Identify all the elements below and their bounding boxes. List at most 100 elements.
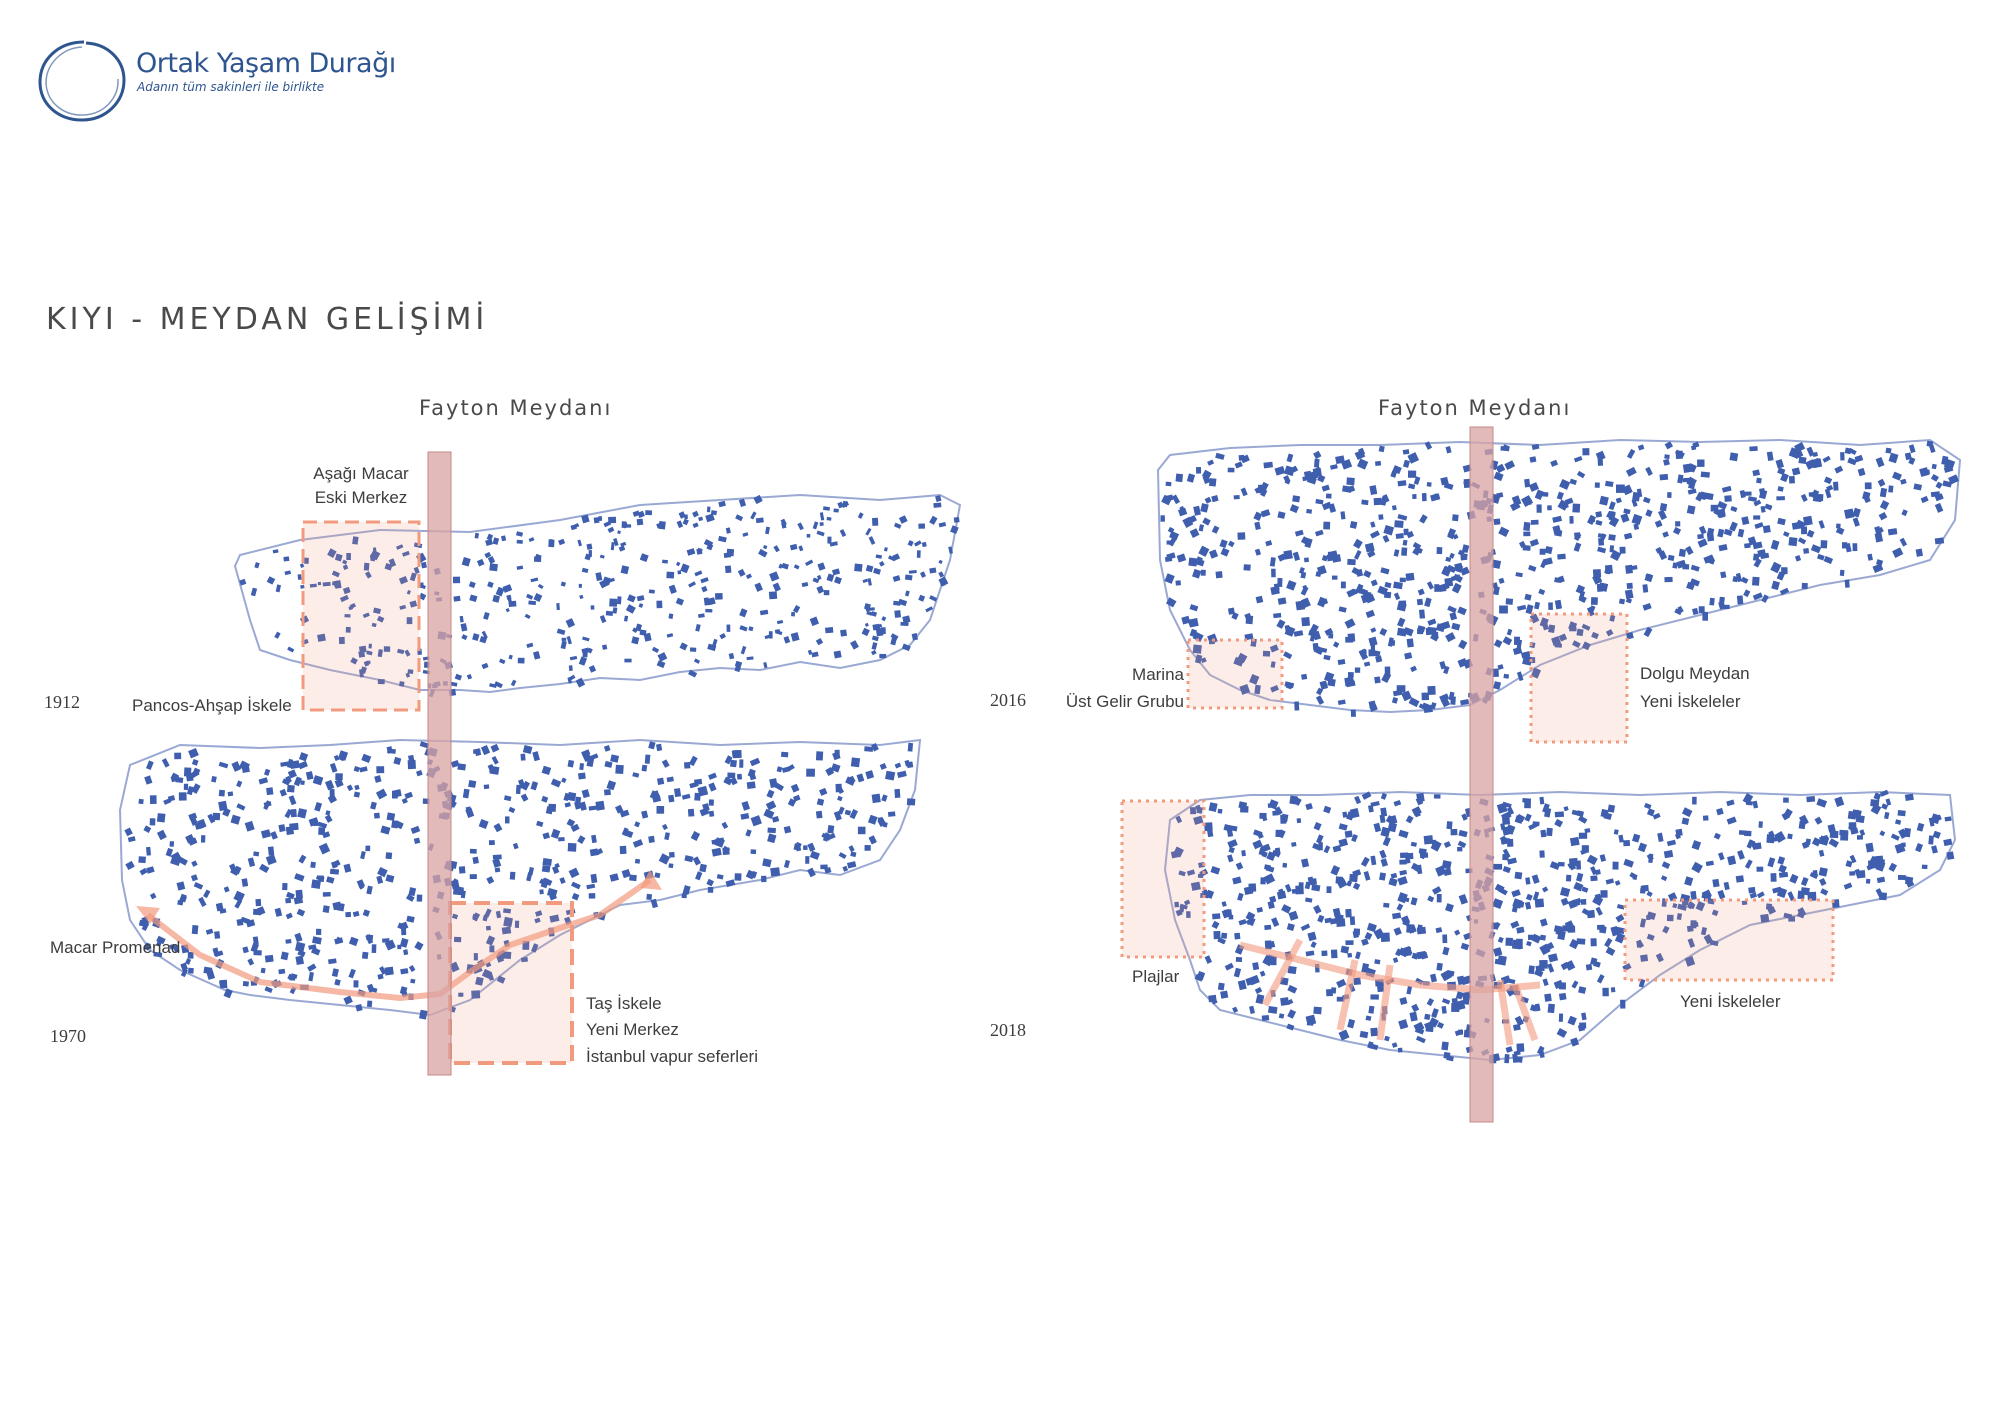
building-footprint <box>285 897 292 904</box>
building-footprint <box>1753 515 1761 520</box>
building-footprint <box>1780 472 1789 483</box>
building-footprint <box>571 892 580 901</box>
building-footprint <box>904 590 910 597</box>
building-footprint <box>759 609 769 616</box>
building-footprint <box>792 605 801 614</box>
building-footprint <box>877 817 883 823</box>
building-footprint <box>1576 628 1584 637</box>
building-footprint <box>807 867 816 878</box>
building-footprint <box>763 662 768 669</box>
building-footprint <box>203 889 211 899</box>
building-footprint <box>170 851 183 864</box>
building-footprint <box>1336 918 1346 927</box>
building-footprint <box>780 518 787 526</box>
building-footprint <box>609 873 619 882</box>
building-footprint <box>1771 580 1780 591</box>
building-footprint <box>1310 941 1317 949</box>
building-footprint <box>1518 901 1525 908</box>
building-footprint <box>684 761 691 769</box>
building-footprint <box>1300 597 1311 609</box>
building-footprint <box>1623 532 1633 540</box>
building-footprint <box>750 511 757 520</box>
building-footprint <box>1294 701 1300 711</box>
building-footprint <box>1709 939 1719 947</box>
building-footprint <box>294 873 305 882</box>
building-footprint <box>1504 460 1516 470</box>
building-footprint <box>313 821 319 827</box>
building-footprint <box>1856 835 1864 840</box>
building-footprint <box>1169 531 1180 541</box>
building-footprint <box>898 515 908 524</box>
building-footprint <box>740 812 750 820</box>
building-footprint <box>634 821 641 828</box>
building-footprint <box>503 916 513 928</box>
building-footprint <box>1691 840 1702 851</box>
building-footprint <box>850 757 861 768</box>
building-footprint <box>1412 541 1422 550</box>
building-footprint <box>881 794 888 802</box>
building-footprint <box>1498 577 1505 584</box>
building-footprint <box>1702 611 1708 621</box>
building-footprint <box>507 596 513 605</box>
building-footprint <box>1660 875 1668 882</box>
building-footprint <box>675 561 681 567</box>
building-footprint <box>689 647 697 652</box>
building-footprint <box>1499 835 1509 845</box>
building-footprint <box>1312 630 1321 641</box>
building-footprint <box>897 770 907 778</box>
building-footprint <box>1330 865 1341 876</box>
building-footprint <box>501 926 512 935</box>
building-footprint <box>1558 992 1567 1001</box>
building-footprint <box>1406 985 1413 995</box>
building-footprint <box>612 607 618 614</box>
building-footprint <box>620 541 627 547</box>
building-footprint <box>1215 571 1223 579</box>
building-footprint <box>139 867 148 876</box>
building-footprint <box>1610 987 1616 993</box>
building-footprint <box>618 545 626 552</box>
building-footprint <box>1699 491 1708 501</box>
building-footprint <box>1493 681 1502 690</box>
building-footprint <box>1324 627 1334 636</box>
building-footprint <box>1613 829 1619 835</box>
building-footprint <box>726 624 731 632</box>
building-footprint <box>725 527 731 534</box>
building-footprint <box>1283 651 1293 660</box>
building-footprint <box>191 759 199 766</box>
building-footprint <box>556 602 560 611</box>
building-footprint <box>1610 925 1620 937</box>
building-footprint <box>528 537 535 542</box>
building-footprint <box>287 769 297 779</box>
building-footprint <box>1278 1013 1285 1019</box>
building-footprint <box>1253 511 1263 522</box>
building-footprint <box>1599 495 1609 506</box>
building-footprint <box>1337 699 1346 706</box>
building-footprint <box>582 636 590 642</box>
building-footprint <box>1943 458 1956 470</box>
building-footprint <box>1286 923 1295 931</box>
building-footprint <box>1870 803 1882 815</box>
building-footprint <box>783 825 792 834</box>
building-footprint <box>1331 575 1338 580</box>
building-footprint <box>1539 934 1547 941</box>
building-footprint <box>765 526 770 535</box>
building-footprint <box>138 919 149 928</box>
building-footprint <box>1347 633 1356 642</box>
building-footprint <box>1413 476 1421 485</box>
building-footprint <box>1532 891 1540 901</box>
building-footprint <box>373 607 382 615</box>
building-footprint <box>1462 996 1470 1005</box>
building-footprint <box>489 765 500 775</box>
building-footprint <box>724 755 733 765</box>
building-footprint <box>288 795 297 806</box>
building-footprint <box>1354 449 1366 461</box>
map-2016 <box>1156 438 1962 744</box>
building-footprint <box>1879 500 1890 511</box>
building-footprint <box>1500 823 1506 831</box>
building-footprint <box>263 768 271 776</box>
building-footprint <box>1783 912 1793 920</box>
building-footprint <box>1415 1035 1426 1044</box>
building-footprint <box>1553 979 1564 989</box>
building-footprint <box>1806 795 1816 803</box>
building-footprint <box>1330 987 1337 994</box>
